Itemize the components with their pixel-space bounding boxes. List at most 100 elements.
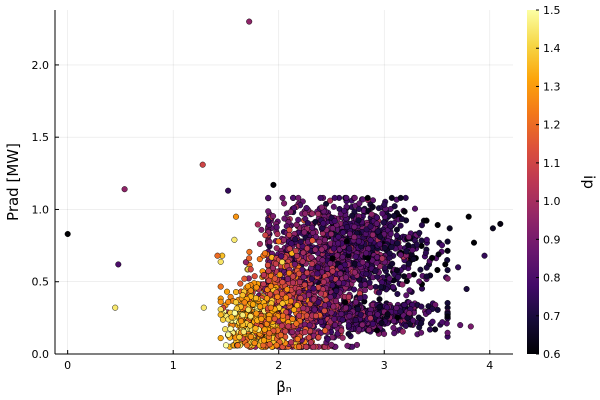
data-point xyxy=(405,260,412,267)
data-point xyxy=(346,313,353,320)
data-point xyxy=(217,311,224,318)
data-point xyxy=(289,315,296,323)
data-point xyxy=(346,245,353,252)
data-point xyxy=(351,286,358,293)
data-point xyxy=(401,208,408,215)
data-point xyxy=(402,194,409,201)
data-point xyxy=(293,252,301,259)
data-point xyxy=(390,284,397,291)
data-point xyxy=(330,303,337,310)
data-point xyxy=(403,278,410,285)
data-points xyxy=(64,18,504,350)
data-point xyxy=(275,238,282,245)
data-point xyxy=(374,254,381,261)
data-point xyxy=(228,314,235,321)
data-point xyxy=(252,325,259,332)
data-point xyxy=(376,304,383,311)
data-point xyxy=(319,257,326,264)
data-point xyxy=(328,341,335,348)
data-point xyxy=(280,236,287,244)
data-point xyxy=(423,236,430,243)
data-point xyxy=(418,222,425,229)
y-tick-label: 2.0 xyxy=(32,59,50,72)
data-point xyxy=(399,215,406,223)
data-point xyxy=(361,281,368,288)
data-point xyxy=(320,220,327,227)
data-point xyxy=(331,315,338,323)
data-point xyxy=(292,247,299,254)
data-point xyxy=(465,213,472,220)
data-point xyxy=(369,203,376,211)
data-point xyxy=(405,272,413,279)
data-point xyxy=(457,322,464,329)
data-point xyxy=(315,210,322,217)
data-point xyxy=(367,223,374,230)
data-point xyxy=(247,313,254,320)
data-point xyxy=(293,320,300,327)
data-point xyxy=(397,222,404,229)
data-point xyxy=(310,285,317,292)
data-point xyxy=(346,230,353,237)
colorbar-gradient xyxy=(527,10,539,354)
data-point xyxy=(265,217,272,224)
data-point xyxy=(240,328,247,335)
data-point xyxy=(232,299,239,306)
data-point xyxy=(279,259,286,266)
data-point xyxy=(330,203,337,210)
data-point xyxy=(329,225,336,232)
data-point xyxy=(372,283,379,290)
data-point xyxy=(393,267,400,274)
data-point xyxy=(386,250,393,257)
data-point xyxy=(373,214,380,221)
data-point xyxy=(265,194,272,201)
data-point xyxy=(329,282,336,289)
x-axis-title: βₙ xyxy=(276,378,292,396)
data-point xyxy=(418,237,425,244)
data-point xyxy=(357,295,364,302)
data-point xyxy=(265,267,272,274)
data-point xyxy=(332,321,339,329)
data-point xyxy=(278,322,285,329)
data-point xyxy=(244,283,251,290)
data-point xyxy=(286,231,293,238)
data-point xyxy=(253,284,260,291)
data-point xyxy=(237,280,244,287)
data-point xyxy=(329,255,336,262)
data-point xyxy=(394,290,401,298)
data-point xyxy=(388,244,395,251)
data-point xyxy=(355,326,363,333)
data-point xyxy=(277,332,284,339)
data-point xyxy=(299,258,306,265)
data-point xyxy=(234,342,241,349)
data-point xyxy=(289,273,296,280)
data-point xyxy=(266,238,273,245)
data-point xyxy=(444,275,451,282)
data-point xyxy=(308,276,315,283)
data-point xyxy=(309,260,316,267)
data-point xyxy=(368,211,375,218)
data-point xyxy=(339,316,346,323)
data-point xyxy=(374,228,381,235)
data-point xyxy=(345,330,352,337)
data-point xyxy=(374,327,381,334)
data-point xyxy=(225,331,232,338)
axes: 0 1 2 3 4 0.0 0.5 1.0 1.5 2.0 xyxy=(32,10,513,372)
data-point xyxy=(266,330,273,337)
data-point xyxy=(301,281,308,288)
data-point xyxy=(300,249,307,256)
data-point xyxy=(287,208,294,215)
data-point xyxy=(372,268,379,275)
data-point xyxy=(269,264,277,272)
data-point xyxy=(374,311,381,318)
data-point xyxy=(381,244,388,251)
data-point xyxy=(357,311,364,318)
data-point xyxy=(312,246,319,253)
data-point xyxy=(397,194,404,201)
data-point xyxy=(219,316,227,323)
data-point xyxy=(279,194,286,201)
data-point xyxy=(403,292,410,299)
data-point xyxy=(281,215,288,222)
data-point xyxy=(376,241,383,248)
data-point xyxy=(225,187,232,194)
data-point xyxy=(343,224,351,231)
